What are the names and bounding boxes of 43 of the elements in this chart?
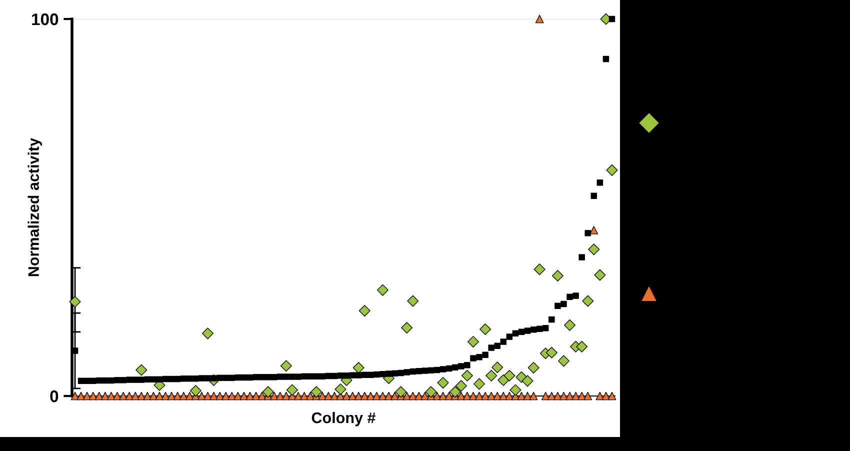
- point: [358, 305, 370, 317]
- point: [510, 384, 522, 396]
- point: [136, 364, 148, 376]
- point: [449, 386, 461, 398]
- point: [522, 375, 534, 387]
- point: [588, 244, 600, 256]
- point: [334, 383, 346, 395]
- point: [480, 324, 492, 336]
- point: [69, 296, 81, 308]
- point: [528, 362, 540, 374]
- point: [401, 322, 413, 334]
- x-axis-title: Colony #: [312, 412, 376, 426]
- point: [606, 164, 618, 176]
- point: [461, 370, 473, 382]
- y-axis-title: Normalized activity: [28, 138, 42, 276]
- point: [280, 360, 292, 372]
- point: [310, 386, 322, 398]
- point: [576, 340, 588, 352]
- point: [492, 362, 504, 374]
- point: [190, 384, 202, 396]
- point: [486, 370, 498, 382]
- point: [425, 386, 437, 398]
- point: [546, 346, 558, 358]
- point: [262, 386, 274, 398]
- point: [455, 380, 467, 392]
- point: [437, 377, 449, 389]
- point: [534, 264, 546, 276]
- point: [376, 284, 388, 296]
- y-tick-label: 100: [32, 13, 58, 26]
- point: [407, 295, 419, 307]
- point: [552, 270, 564, 282]
- point: [594, 269, 606, 281]
- point: [352, 362, 364, 374]
- point: [564, 319, 576, 331]
- point: [202, 328, 214, 340]
- point: [504, 370, 516, 382]
- point: [582, 295, 594, 307]
- point: [395, 386, 407, 398]
- point: [286, 384, 298, 396]
- y-tick-label: 0: [50, 390, 58, 402]
- point: [474, 378, 485, 390]
- point: [467, 336, 479, 348]
- point: [558, 355, 570, 367]
